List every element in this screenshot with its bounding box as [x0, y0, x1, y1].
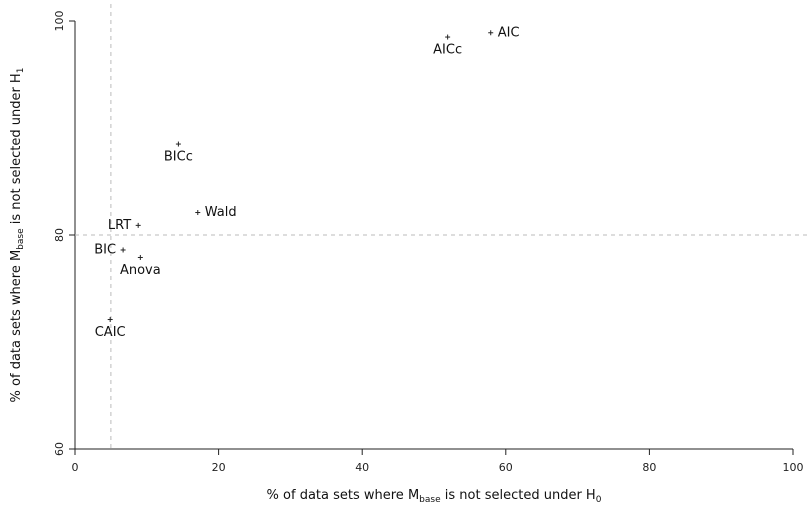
point-label: CAIC — [95, 325, 126, 340]
data-point — [445, 34, 451, 40]
data-point — [135, 222, 141, 228]
point-label: Wald — [205, 205, 237, 220]
x-tick-label: 60 — [499, 461, 513, 474]
y-tick-label: 100 — [53, 11, 66, 32]
point-label: BICc — [164, 150, 193, 165]
point-label: Anova — [120, 263, 161, 278]
data-point — [195, 210, 201, 216]
point-label: AICc — [433, 43, 462, 58]
data-point — [107, 317, 113, 323]
x-tick-label: 40 — [355, 461, 369, 474]
axes: 0 20 40 60 80 100 60 80 100 — [53, 11, 804, 475]
data-point — [175, 141, 181, 147]
data-point — [120, 247, 126, 253]
x-tick-label: 0 — [72, 461, 79, 474]
data-point — [488, 30, 494, 36]
data-points — [107, 30, 494, 323]
x-axis-title: % of data sets where Mbase is not select… — [267, 488, 602, 505]
x-tick-label: 20 — [212, 461, 226, 474]
point-label: AIC — [498, 25, 520, 40]
y-tick-label: 60 — [53, 442, 66, 456]
x-tick-label: 100 — [783, 461, 804, 474]
y-axis-title: % of data sets where Mbase is not select… — [9, 68, 26, 403]
y-tick-label: 80 — [53, 228, 66, 242]
x-tick-label: 80 — [642, 461, 656, 474]
point-label: LRT — [108, 218, 131, 233]
point-label: BIC — [94, 242, 116, 257]
reference-lines — [75, 4, 808, 449]
data-point — [137, 254, 143, 260]
point-labels: AIC AICc BICc Wald LRT BIC Anova CAIC — [94, 25, 519, 340]
